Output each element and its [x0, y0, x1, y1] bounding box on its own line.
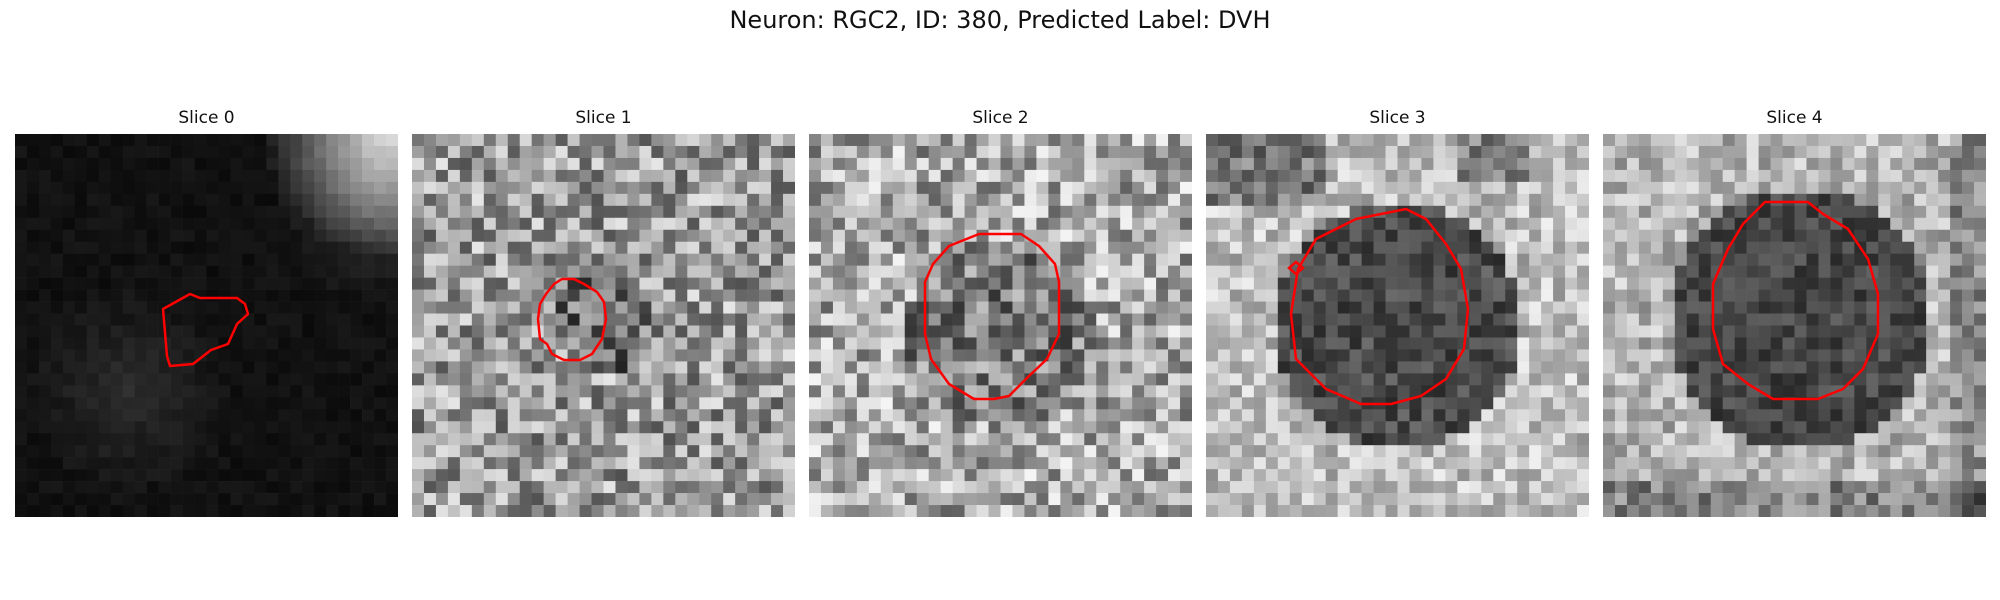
- slice-title: Slice 1: [575, 108, 632, 128]
- segmentation-contour: [1711, 200, 1880, 401]
- slice-image: [1206, 134, 1589, 517]
- slice-image: [809, 134, 1192, 517]
- segmentation-contour: [923, 232, 1061, 401]
- slice-title: Slice 0: [178, 108, 235, 128]
- slice-image: [412, 134, 795, 517]
- slice-panel-2: Slice 2: [809, 108, 1192, 520]
- slice-panel-1: Slice 1: [412, 108, 795, 520]
- segmentation-contour: [1289, 207, 1470, 406]
- contour-artifact: [1287, 260, 1305, 276]
- slice-title: Slice 2: [972, 108, 1029, 128]
- slice-image: [1603, 134, 1986, 517]
- slice-panel-0: Slice 0: [15, 108, 398, 520]
- slice-panel-4: Slice 4: [1603, 108, 1986, 520]
- slice-title: Slice 4: [1766, 108, 1823, 128]
- slice-panel-3: Slice 3: [1206, 108, 1589, 520]
- slice-image: [15, 134, 398, 517]
- segmentation-contour: [161, 292, 250, 368]
- figure-title: Neuron: RGC2, ID: 380, Predicted Label: …: [729, 6, 1271, 34]
- slice-title: Slice 3: [1369, 108, 1426, 128]
- segmentation-contour: [536, 277, 608, 362]
